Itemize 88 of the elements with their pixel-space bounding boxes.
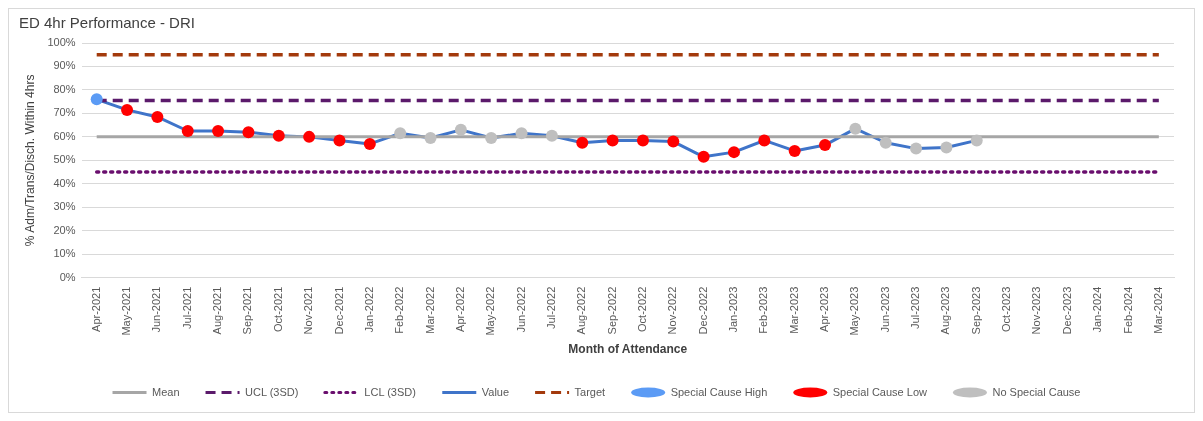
x-tick-label: Jul-2023 [909,286,922,329]
point [303,130,316,143]
y-tick-label: 10% [53,247,76,260]
y-tick-label: 50% [53,153,76,166]
y-tick-label: 90% [53,59,76,72]
x-tick-label: May-2022 [484,286,497,336]
x-tick-label: Jun-2022 [514,286,527,333]
x-tick-label: Nov-2023 [1030,286,1043,335]
point [121,103,134,116]
x-tick-label: Dec-2023 [1060,286,1073,335]
point [910,142,923,155]
x-tick-label: Apr-2022 [453,286,466,332]
x-tick-label: Oct-2021 [271,286,284,332]
point [879,136,892,149]
y-tick-label: 0% [59,270,76,283]
x-tick-label: Mar-2024 [1151,286,1164,334]
y-tick-label: 20% [53,223,76,236]
y-tick-label: 30% [53,200,76,213]
point [333,134,346,147]
x-tick-label: Jan-2024 [1091,286,1104,333]
legend-label: Value [481,385,510,398]
x-tick-label: Jul-2021 [180,286,193,329]
point [485,132,498,145]
y-tick-label: 40% [53,176,76,189]
x-tick-label: May-2023 [848,286,861,336]
x-tick-label: Feb-2023 [757,286,770,334]
x-tick-label: Apr-2023 [818,286,831,332]
point [90,93,103,106]
point [788,144,801,157]
legend-label: Mean [152,385,180,398]
point [515,127,528,140]
x-tick-label: Sep-2021 [241,286,254,335]
legend-label: LCL (3SD) [364,385,416,398]
y-tick-label: 60% [53,129,76,142]
y-axis-title: % Adm/Trans/Disch. Within 4hrs [22,74,37,247]
point [212,125,225,138]
point [454,123,467,136]
point [758,134,771,147]
point [151,110,164,123]
point [545,129,558,142]
legend-label: Special Cause Low [832,385,927,398]
point [576,136,589,149]
point [727,146,740,159]
x-axis-title: Month of Attendance [568,342,688,357]
x-tick-label: Jun-2021 [150,286,163,333]
x-tick-label: May-2021 [120,286,133,336]
x-tick-label: Dec-2022 [696,286,709,335]
point [849,122,862,135]
y-tick-label: 70% [53,106,76,119]
legend-label: UCL (3SD) [245,385,299,398]
x-tick-label: Sep-2023 [969,286,982,335]
legend-label: No Special Cause [992,385,1081,398]
x-tick-label: Aug-2021 [211,286,224,335]
x-tick-label: Mar-2022 [423,286,436,334]
point [667,135,680,148]
x-tick-label: Oct-2023 [1000,286,1013,332]
x-tick-label: Feb-2022 [393,286,406,334]
point [272,129,285,142]
point [181,125,194,138]
x-tick-label: Nov-2021 [302,286,315,335]
x-tick-label: Jun-2023 [878,286,891,333]
x-tick-label: Nov-2022 [666,286,679,335]
y-tick-label: 100% [47,36,76,49]
point [242,126,255,139]
point [636,134,649,147]
point [970,134,983,147]
point [363,137,376,150]
x-tick-label: Jan-2023 [727,286,740,333]
point [606,134,619,147]
x-tick-label: Apr-2021 [89,286,102,332]
legend-label: Target [574,385,606,398]
x-tick-label: Mar-2023 [787,286,800,334]
point [424,132,437,145]
x-tick-label: Oct-2022 [635,286,648,332]
point [697,150,710,163]
point [819,139,832,152]
x-tick-label: Dec-2021 [332,286,345,335]
x-tick-label: Aug-2023 [939,286,952,335]
x-tick-label: Jul-2022 [544,286,557,329]
x-tick-label: Jan-2022 [362,286,375,333]
legend-label: Special Cause High [670,385,768,398]
x-tick-label: Aug-2022 [575,286,588,335]
x-tick-label: Feb-2024 [1121,286,1134,334]
point [940,141,953,154]
point [394,127,407,140]
y-tick-label: 80% [53,82,76,95]
x-tick-label: Sep-2022 [605,286,618,335]
chart-title: ED 4hr Performance - DRI [19,14,195,32]
